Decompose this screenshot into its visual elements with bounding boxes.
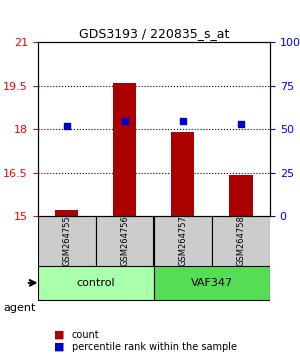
Bar	[229, 176, 253, 216]
Text: control: control	[76, 278, 115, 288]
Text: ■: ■	[54, 342, 64, 352]
Text: GSM264755: GSM264755	[62, 215, 71, 266]
Text: count: count	[72, 330, 100, 339]
FancyBboxPatch shape	[38, 216, 96, 266]
Text: GSM264757: GSM264757	[178, 215, 187, 266]
Point	[64, 123, 69, 129]
FancyBboxPatch shape	[38, 266, 154, 300]
FancyBboxPatch shape	[96, 216, 154, 266]
Bar	[55, 210, 78, 216]
Point	[122, 118, 127, 124]
Point	[238, 121, 243, 127]
Text: ■: ■	[54, 330, 64, 339]
FancyBboxPatch shape	[154, 266, 270, 300]
Text: GSM264756: GSM264756	[120, 215, 129, 266]
Text: GSM264758: GSM264758	[236, 215, 245, 266]
Text: VAF347: VAF347	[191, 278, 233, 288]
Bar	[171, 132, 194, 216]
Text: percentile rank within the sample: percentile rank within the sample	[72, 342, 237, 352]
FancyBboxPatch shape	[154, 216, 212, 266]
Bar	[113, 83, 136, 216]
Title: GDS3193 / 220835_s_at: GDS3193 / 220835_s_at	[79, 27, 229, 40]
Text: agent: agent	[3, 303, 35, 313]
Point	[180, 118, 185, 124]
FancyBboxPatch shape	[212, 216, 270, 266]
